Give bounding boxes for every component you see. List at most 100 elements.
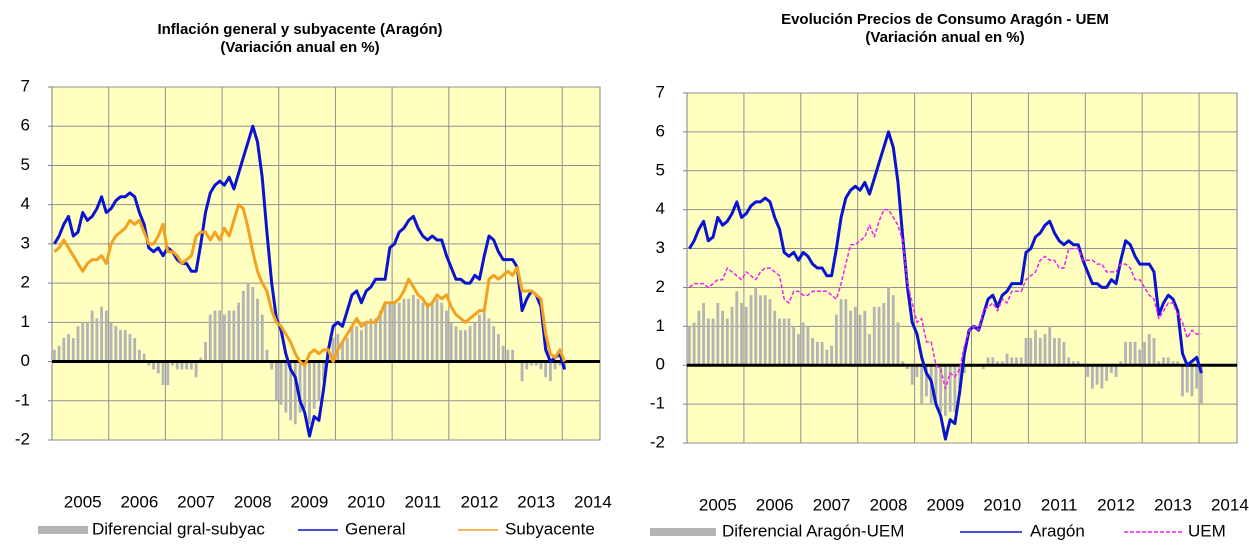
- bar: [227, 310, 231, 362]
- bar: [797, 334, 800, 366]
- bar: [71, 338, 75, 362]
- bar: [530, 361, 533, 366]
- bar: [896, 322, 900, 366]
- x-tick-label: 2013: [517, 492, 555, 511]
- bar: [497, 334, 500, 362]
- bar: [943, 365, 947, 416]
- bar: [825, 349, 829, 366]
- bar: [331, 338, 335, 362]
- bar: [128, 334, 132, 362]
- bar: [901, 361, 905, 366]
- bar: [1038, 338, 1042, 366]
- x-tick-label: 2005: [64, 492, 102, 511]
- bar: [213, 310, 217, 362]
- bar: [920, 365, 924, 405]
- bar: [939, 365, 943, 412]
- bar: [773, 310, 777, 366]
- bar: [1048, 326, 1052, 366]
- bar: [407, 298, 411, 362]
- bar: [730, 306, 734, 366]
- y-tick-label: 0: [21, 351, 30, 370]
- bar: [482, 306, 486, 362]
- legend-label: Subyacente: [505, 519, 595, 538]
- bar: [981, 365, 985, 370]
- bar: [133, 338, 137, 362]
- bar: [749, 295, 753, 366]
- bar: [1176, 361, 1180, 366]
- bar: [1181, 365, 1184, 397]
- bar: [293, 361, 297, 425]
- y-tick-label: 4: [21, 194, 30, 213]
- x-tick-label: 2011: [405, 492, 442, 511]
- bar: [787, 318, 791, 366]
- chart-subtitle: (Variación anual en %): [865, 29, 1024, 46]
- bar: [891, 295, 895, 366]
- bar: [237, 302, 241, 362]
- bar: [553, 361, 557, 370]
- bar: [1095, 365, 1099, 385]
- bar: [199, 357, 203, 362]
- bar: [706, 318, 710, 366]
- bar: [364, 322, 368, 362]
- bar: [232, 310, 236, 362]
- legend-swatch: [38, 526, 88, 534]
- y-tick-label: 0: [656, 355, 665, 374]
- bar: [109, 322, 113, 362]
- bar: [218, 310, 222, 362]
- y-tick-label: 3: [21, 233, 30, 252]
- bar: [322, 361, 326, 382]
- y-tick-label: 5: [656, 160, 665, 179]
- y-tick-label: 2: [21, 273, 30, 292]
- bar: [355, 326, 359, 362]
- y-tick-label: 2: [656, 277, 665, 296]
- bar: [1015, 357, 1018, 366]
- bar: [114, 326, 118, 362]
- bar: [1100, 365, 1104, 389]
- bar: [459, 330, 463, 362]
- bar: [274, 361, 278, 401]
- bar: [1029, 338, 1033, 366]
- bar: [725, 318, 729, 366]
- y-tick-label: 3: [656, 238, 665, 257]
- bar: [1057, 338, 1061, 366]
- bar: [834, 314, 838, 366]
- bar: [161, 361, 165, 386]
- bar: [511, 349, 515, 362]
- bar: [180, 361, 184, 370]
- bar: [1019, 357, 1023, 366]
- bar: [1086, 365, 1090, 377]
- bar: [487, 318, 491, 362]
- bar: [534, 361, 538, 366]
- bar: [1128, 341, 1132, 366]
- x-tick-label: 2010: [347, 492, 385, 511]
- bar: [702, 303, 706, 366]
- bar: [1067, 357, 1071, 366]
- bar: [501, 345, 505, 362]
- bar: [468, 326, 472, 362]
- y-tick-label: 6: [21, 116, 30, 135]
- bar: [152, 361, 155, 370]
- bar: [393, 302, 396, 362]
- bar: [687, 326, 691, 366]
- bar: [256, 298, 259, 362]
- bar: [1138, 349, 1142, 366]
- bar: [986, 357, 990, 366]
- bar: [360, 330, 363, 362]
- y-tick-label: 1: [21, 312, 30, 331]
- bar: [925, 365, 928, 397]
- bar: [759, 295, 762, 366]
- bar: [1034, 330, 1037, 366]
- bar: [520, 361, 524, 382]
- bar: [782, 318, 786, 366]
- x-tick-label: 2005: [699, 495, 737, 514]
- bar: [185, 361, 189, 370]
- bar: [1185, 365, 1189, 393]
- bar: [171, 361, 174, 366]
- series-line: [688, 208, 1202, 390]
- bar: [996, 361, 999, 366]
- y-tick-label: 5: [21, 155, 30, 174]
- bar: [539, 361, 543, 370]
- bar: [887, 287, 890, 366]
- y-tick-label: -2: [650, 432, 665, 451]
